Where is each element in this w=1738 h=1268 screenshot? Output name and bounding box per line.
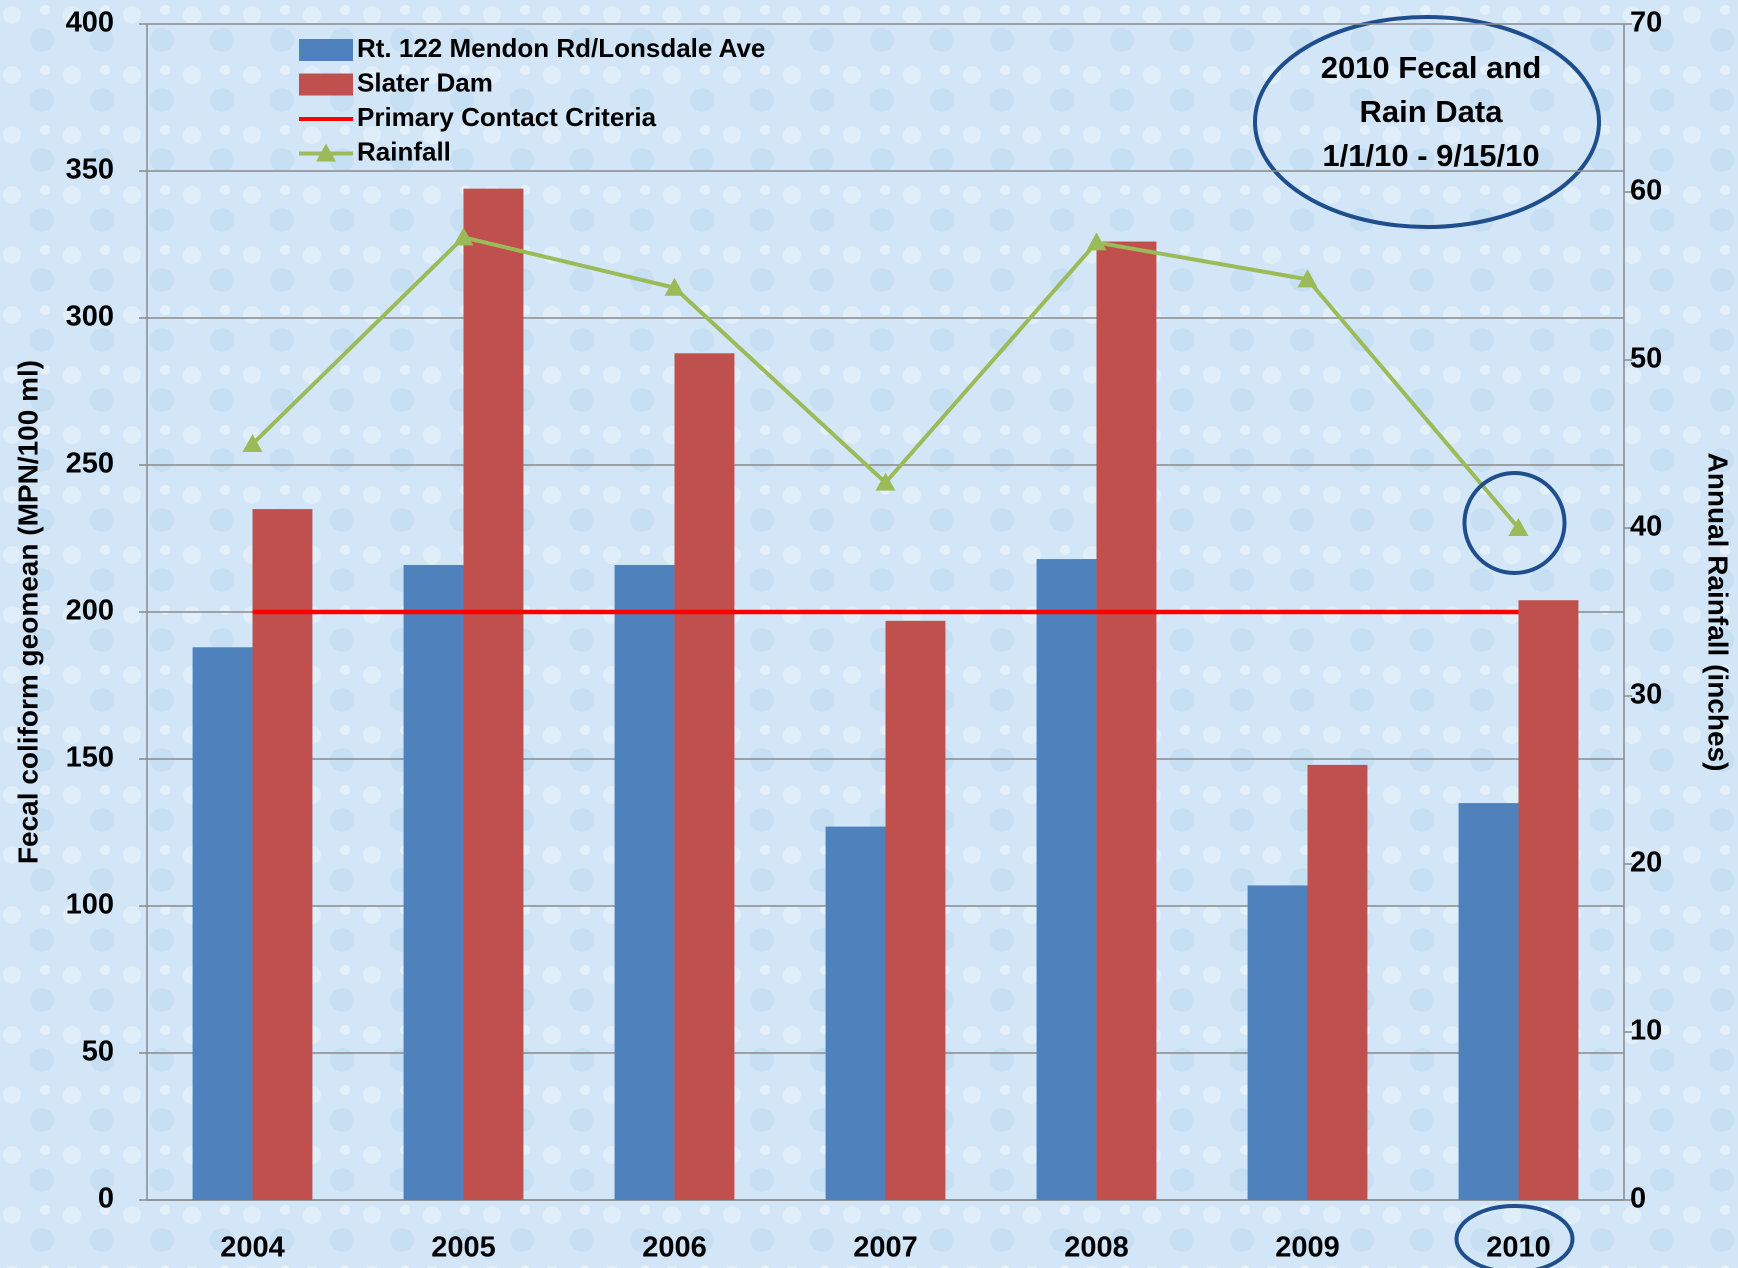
bar — [1036, 559, 1097, 1200]
x-tick-label: 2010 — [1486, 1232, 1551, 1264]
y-axis-title: Fecal coliform geomean (MPN/100 ml) — [12, 360, 43, 864]
y-tick-label: 0 — [98, 1183, 114, 1215]
x-tick-label: 2004 — [220, 1232, 285, 1264]
y-tick-label: 200 — [66, 595, 114, 627]
y-tick-label: 250 — [66, 448, 114, 480]
y2-tick-label: 40 — [1630, 511, 1662, 543]
y-tick-label: 400 — [66, 7, 114, 39]
bar — [1096, 241, 1157, 1200]
bar — [1518, 600, 1579, 1200]
annotation-ellipse — [1253, 15, 1601, 229]
highlight-circle — [1454, 1204, 1575, 1268]
y2-tick-label: 70 — [1630, 7, 1662, 39]
y-tick-label: 100 — [66, 889, 114, 921]
bar — [885, 620, 946, 1200]
bar — [463, 188, 524, 1200]
y-tick-label: 350 — [66, 154, 114, 186]
y2-tick-label: 50 — [1630, 343, 1662, 375]
marker — [1086, 232, 1107, 251]
bar — [614, 564, 675, 1200]
marker — [664, 277, 685, 296]
legend-label: Slater Dam — [357, 67, 493, 97]
annotation: 1/1/10 - 9/15/10 — [1322, 138, 1539, 173]
bar — [825, 826, 886, 1200]
x-tick-label: 2005 — [431, 1232, 496, 1264]
y2-axis-title: Annual Rainfall (inches) — [1703, 453, 1734, 772]
legend-swatch — [299, 73, 353, 96]
y2-tick-label: 10 — [1630, 1015, 1662, 1047]
marker — [453, 227, 474, 246]
annotation: Rain Data — [1360, 94, 1504, 129]
bar — [252, 509, 313, 1201]
y-tick-label: 300 — [66, 301, 114, 333]
legend-label: Primary Contact Criteria — [357, 102, 657, 132]
marker — [1508, 518, 1529, 536]
annotation: 2010 Fecal and — [1321, 50, 1542, 85]
highlight-circle — [1462, 471, 1567, 575]
marker — [242, 434, 263, 452]
bar — [674, 353, 735, 1200]
bar — [1247, 885, 1308, 1200]
y2-tick-label: 0 — [1630, 1183, 1646, 1215]
x-tick-label: 2006 — [642, 1232, 707, 1264]
y-tick-label: 50 — [82, 1036, 114, 1068]
x-tick-label: 2009 — [1275, 1232, 1340, 1264]
marker — [1297, 269, 1318, 288]
legend-label: Rt. 122 Mendon Rd/Lonsdale Ave — [357, 33, 765, 63]
bar — [192, 647, 253, 1200]
legend-swatch — [299, 39, 353, 61]
bar — [1458, 803, 1519, 1200]
legend-label: Rainfall — [357, 136, 451, 166]
bar — [1307, 764, 1368, 1200]
y2-tick-label: 30 — [1630, 679, 1662, 711]
y2-tick-label: 20 — [1630, 847, 1662, 879]
marker — [875, 472, 896, 491]
legend-swatch — [316, 143, 336, 162]
bar — [403, 564, 464, 1200]
y2-tick-label: 60 — [1630, 175, 1662, 207]
y-tick-label: 150 — [66, 742, 114, 774]
x-tick-label: 2008 — [1064, 1232, 1129, 1264]
x-tick-label: 2007 — [853, 1232, 918, 1264]
